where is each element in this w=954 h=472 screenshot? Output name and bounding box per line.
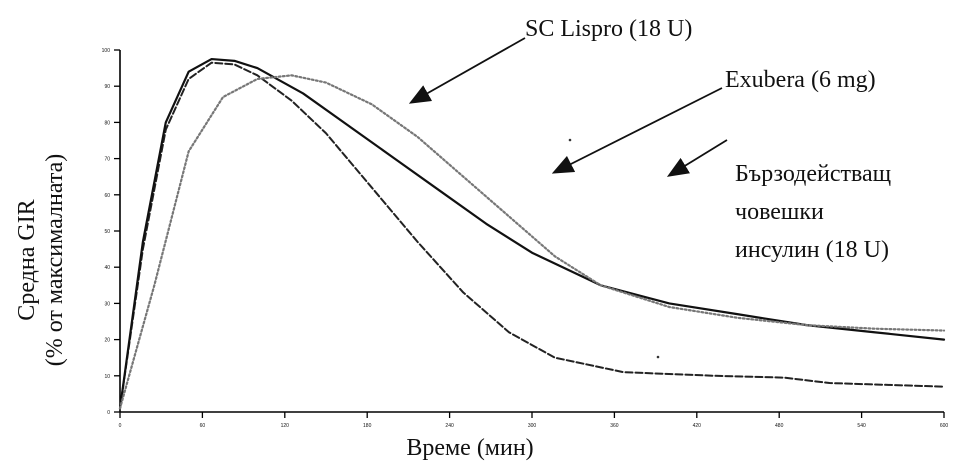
series-line-2	[118, 74, 946, 410]
y-tick-label: 90	[104, 84, 110, 90]
x-tick-label: 540	[857, 423, 866, 429]
y-tick-label: 60	[104, 193, 110, 199]
annotation-label-2-line-0: Бързодействащ	[735, 161, 891, 187]
series-line-0	[119, 61, 945, 410]
y-tick-label: 70	[104, 157, 110, 163]
annotation-arrow-2	[666, 139, 728, 177]
y-tick-label: 10	[104, 374, 110, 380]
annotation-label-1-line-0: Exubera (6 mg)	[725, 67, 876, 93]
speck-mark	[568, 138, 572, 142]
x-tick-label: 240	[445, 423, 454, 429]
y-tick-label: 20	[104, 338, 110, 344]
x-axis-title: Време (мин)	[406, 435, 533, 461]
x-tick-label: 600	[940, 423, 949, 429]
y-tick-label: 100	[102, 48, 111, 54]
x-tick-label: 480	[775, 423, 784, 429]
y-tick-label: 50	[104, 229, 110, 235]
y-axis-title-line-2: (% от максималната)	[42, 154, 68, 367]
annotation-label-0-line-0: SC Lispro (18 U)	[525, 16, 692, 42]
speck-mark	[656, 355, 660, 359]
y-tick-label: 0	[107, 410, 110, 416]
x-tick-label: 120	[281, 423, 290, 429]
x-tick-label: 420	[693, 423, 702, 429]
x-tick-label: 0	[119, 423, 122, 429]
annotation-arrow-0	[408, 37, 526, 104]
y-tick-label: 40	[104, 265, 110, 271]
x-tick-label: 300	[528, 423, 537, 429]
annotation-label-2-line-2: инсулин (18 U)	[735, 237, 889, 263]
x-tick-label: 180	[363, 423, 372, 429]
x-tick-label: 60	[200, 423, 206, 429]
series-line-1	[118, 57, 946, 410]
y-axis-title-line-1: Средна GIR	[14, 199, 40, 320]
x-tick-label: 360	[610, 423, 619, 429]
y-tick-label: 30	[104, 301, 110, 307]
y-tick-label: 80	[104, 120, 110, 126]
annotation-arrow-1	[551, 87, 723, 174]
annotation-label-2-line-1: човешки	[735, 199, 824, 225]
